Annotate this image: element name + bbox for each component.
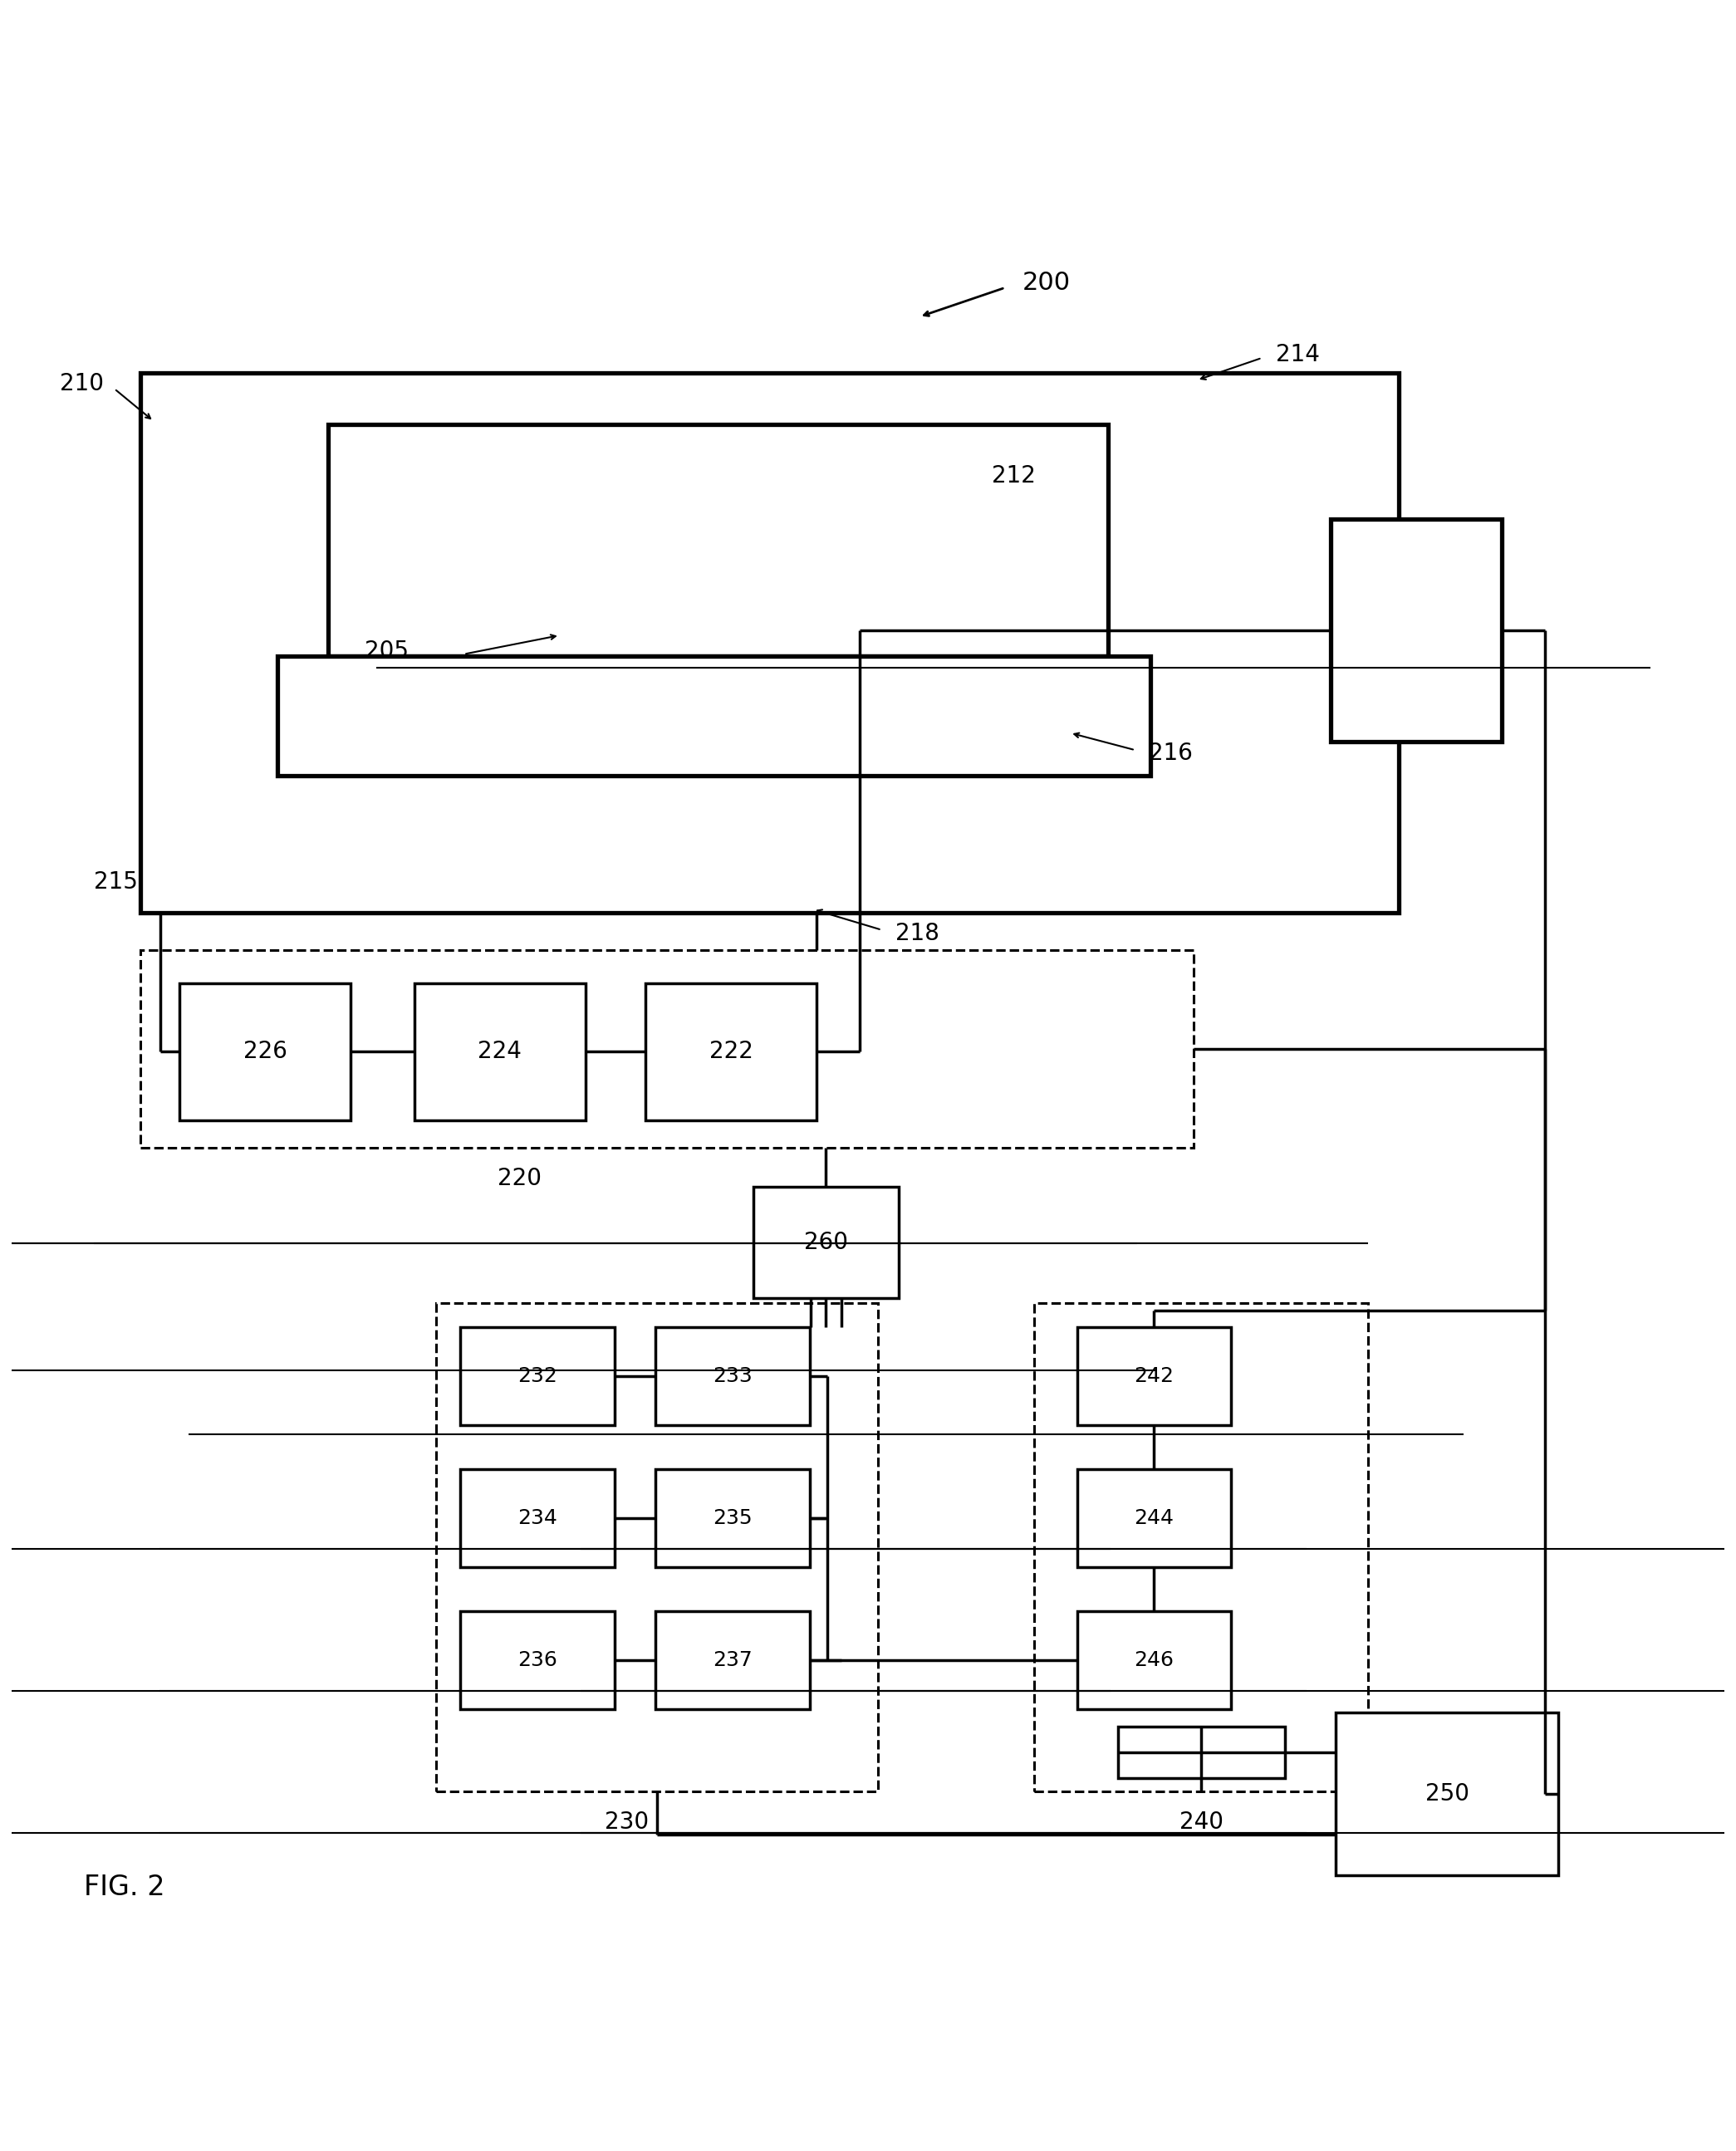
Text: 242: 242 — [1134, 1366, 1174, 1385]
Bar — [278, 656, 1151, 777]
Text: 212: 212 — [991, 465, 1036, 488]
Text: 218: 218 — [896, 923, 939, 944]
Text: 222: 222 — [708, 1039, 753, 1063]
Text: 260: 260 — [804, 1230, 849, 1254]
Text: 226: 226 — [243, 1039, 286, 1063]
Text: 244: 244 — [1134, 1508, 1174, 1527]
Bar — [436, 1304, 878, 1792]
Text: 237: 237 — [713, 1650, 752, 1671]
Text: 232: 232 — [517, 1366, 557, 1385]
Bar — [656, 1327, 809, 1424]
Bar — [656, 1469, 809, 1568]
Bar — [415, 983, 585, 1121]
Bar — [753, 1187, 899, 1299]
Bar — [1076, 1327, 1231, 1424]
Text: 236: 236 — [517, 1650, 557, 1671]
Bar — [328, 424, 1108, 656]
Bar — [1076, 1469, 1231, 1568]
Text: 233: 233 — [713, 1366, 752, 1385]
Text: 214: 214 — [1276, 342, 1319, 366]
Text: 215: 215 — [94, 871, 137, 893]
Text: 234: 234 — [517, 1508, 557, 1527]
Bar — [460, 1469, 615, 1568]
Text: 235: 235 — [713, 1508, 752, 1527]
Bar — [179, 983, 351, 1121]
Text: 250: 250 — [1425, 1783, 1469, 1805]
Text: 220: 220 — [496, 1166, 542, 1190]
Bar — [460, 1327, 615, 1424]
Bar — [1118, 1727, 1285, 1777]
Text: 205: 205 — [365, 639, 410, 663]
Bar — [1035, 1304, 1368, 1792]
Bar — [1076, 1611, 1231, 1710]
Text: 210: 210 — [59, 372, 104, 396]
Text: 200: 200 — [1023, 271, 1071, 295]
Bar — [1335, 1712, 1559, 1876]
Text: 240: 240 — [1179, 1811, 1224, 1835]
Bar — [656, 1611, 809, 1710]
Text: 246: 246 — [1134, 1650, 1174, 1671]
Bar — [646, 983, 816, 1121]
Bar — [141, 951, 1193, 1146]
Text: 224: 224 — [477, 1039, 523, 1063]
Text: 230: 230 — [604, 1811, 649, 1835]
Bar — [1330, 518, 1502, 742]
Text: 216: 216 — [1149, 742, 1193, 766]
Text: FIG. 2: FIG. 2 — [83, 1874, 165, 1901]
Bar — [141, 374, 1399, 912]
Bar — [460, 1611, 615, 1710]
